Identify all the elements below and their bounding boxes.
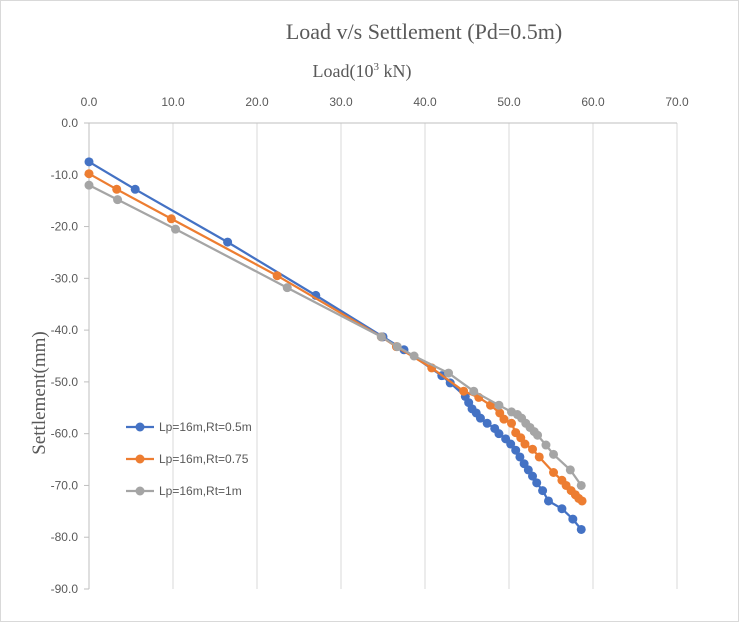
data-point: [84, 180, 94, 190]
y-tick-label: -30.0: [51, 271, 79, 285]
legend-swatch-marker: [135, 486, 145, 496]
y-tick-label: 0.0: [61, 116, 78, 130]
y-tick-label: -20.0: [51, 220, 79, 234]
data-point: [532, 478, 542, 488]
data-point: [543, 496, 553, 506]
data-point: [549, 449, 559, 459]
y-tick-label: -10.0: [51, 168, 79, 182]
data-point: [576, 524, 586, 534]
data-point: [568, 514, 578, 524]
data-point: [171, 224, 181, 234]
data-point: [515, 452, 525, 462]
data-point: [130, 184, 140, 194]
data-point: [494, 400, 504, 410]
data-point: [469, 386, 479, 396]
data-series: [84, 157, 587, 534]
x-tick-label: 30.0: [329, 95, 353, 109]
data-point: [494, 429, 504, 439]
chart-title: Load v/s Settlement (Pd=0.5m): [286, 19, 562, 44]
data-point: [482, 418, 492, 428]
data-point: [84, 157, 94, 167]
x-tick-label: 20.0: [245, 95, 269, 109]
data-point: [166, 214, 176, 224]
series-1: [84, 157, 586, 534]
legend-swatch-marker: [135, 422, 145, 432]
x-tick-label: 50.0: [497, 95, 521, 109]
data-point: [499, 414, 509, 424]
data-point: [511, 445, 521, 455]
data-point: [112, 184, 122, 194]
data-point: [459, 386, 469, 396]
data-point: [507, 418, 517, 428]
data-point: [538, 486, 548, 496]
data-point: [506, 439, 516, 449]
data-point: [576, 480, 586, 490]
data-point: [409, 351, 419, 361]
data-point: [549, 468, 559, 477]
series-3: [84, 180, 586, 490]
legend-label: Lp=16m,Rt=1m: [159, 484, 242, 498]
data-point: [282, 283, 292, 293]
x-tick-label: 0.0: [81, 95, 98, 109]
data-point: [376, 332, 386, 342]
data-point: [557, 504, 567, 514]
y-tick-label: -80.0: [51, 530, 79, 544]
data-point: [272, 271, 282, 281]
data-point: [565, 465, 575, 475]
x-tick-label: 10.0: [161, 95, 185, 109]
x-axis-title-suffix: kN): [379, 61, 412, 82]
data-point: [533, 430, 543, 440]
y-tick-label: -60.0: [51, 427, 79, 441]
data-point: [113, 195, 123, 205]
y-tick-label: -50.0: [51, 375, 79, 389]
data-point: [444, 368, 454, 378]
legend-item: Lp=16m,Rt=0.5m: [126, 420, 252, 434]
data-point: [528, 444, 538, 454]
legend-item: Lp=16m,Rt=0.75: [126, 452, 249, 466]
x-axis-title-main: Load(10: [313, 61, 374, 82]
y-tick-label: -90.0: [51, 582, 79, 596]
legend-label: Lp=16m,Rt=0.5m: [159, 420, 252, 434]
y-tick-label: -70.0: [51, 478, 79, 492]
x-tick-label: 70.0: [665, 95, 689, 109]
y-axis-title: Settlement(mm): [29, 331, 50, 454]
legend-swatch-marker: [135, 454, 145, 464]
legend-label: Lp=16m,Rt=0.75: [159, 452, 249, 466]
data-point: [577, 496, 587, 506]
x-tick-label: 60.0: [581, 95, 605, 109]
data-point: [541, 440, 551, 450]
series-line: [88, 160, 583, 531]
data-point: [84, 169, 94, 179]
data-point: [528, 471, 538, 481]
data-point: [475, 413, 485, 423]
data-point: [223, 237, 233, 247]
data-point: [520, 439, 530, 449]
legend-item: Lp=16m,Rt=1m: [126, 484, 242, 498]
x-axis-title: Load(103 kN): [313, 61, 412, 82]
data-point: [534, 452, 544, 462]
axes: 0.0 10.0 20.0 30.0 40.0 50.0 60.0 70.0 0.0 -10.0 -…: [51, 95, 689, 596]
legend: Lp=16m,Rt=0.5m Lp=16m,Rt=0.75 Lp=16m,Rt=1m: [126, 420, 252, 498]
data-point: [392, 342, 402, 352]
x-tick-label: 40.0: [413, 95, 437, 109]
y-tick-label: -40.0: [51, 323, 79, 337]
gridlines: [172, 123, 678, 589]
x-axis-title-superscript: 3: [373, 61, 379, 73]
